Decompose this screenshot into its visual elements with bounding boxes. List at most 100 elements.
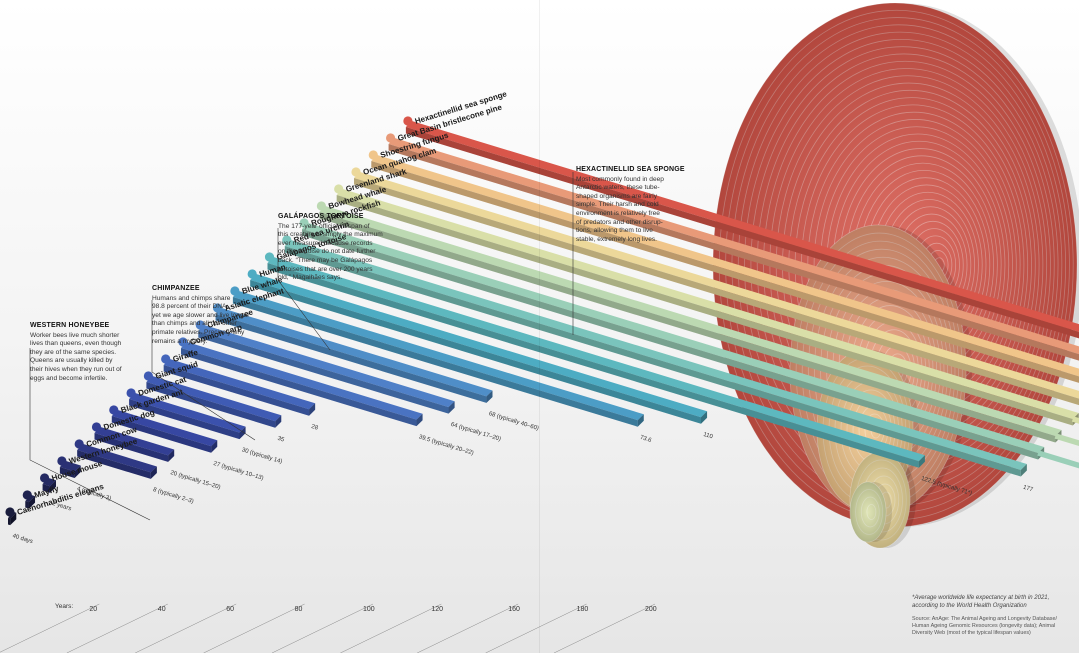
bar: [94, 427, 175, 462]
bar-end: [701, 411, 708, 424]
x-tick-label: 100: [363, 606, 375, 613]
bar-front: [94, 433, 169, 462]
bar-top: [146, 376, 282, 422]
callout-honeybee-line: eggs and become infertile.: [30, 374, 108, 382]
bar-end: [10, 512, 17, 526]
callout-honeybee: WESTERN HONEYBEE Worker bees live much s…: [30, 322, 150, 383]
bar-front: [146, 382, 276, 428]
callout-honeybee-line: lives than queens, even though: [30, 340, 122, 348]
callout-sponge-line: environment is relatively free: [576, 209, 660, 217]
callout-honeybee-line: they are of the same species.: [30, 348, 117, 356]
value-label: 110: [702, 432, 714, 441]
callout-chimpanzee-title: CHIMPANZEE: [152, 285, 200, 292]
bar: [284, 240, 1027, 477]
callout-sponge-line: of predators and other disrup-: [576, 218, 663, 226]
bar-end-shade: [1020, 464, 1027, 477]
bar-front: [232, 297, 638, 427]
x-tick-label: 20: [89, 606, 97, 613]
bar-front-shade: [354, 178, 1079, 406]
bar: [354, 172, 1079, 406]
bar: [336, 189, 1079, 426]
bar-top: [267, 257, 925, 462]
bar-top: [336, 189, 1079, 419]
callout-tortoise-line: on the tortoise do not date further: [278, 248, 376, 256]
x-tick-label: 200: [645, 606, 657, 613]
x-grid-line: [203, 603, 305, 653]
bar-top: [198, 325, 455, 408]
bar-front-shade: [284, 246, 1021, 477]
category-dot: [368, 150, 378, 160]
callout-tortoise-line: The 177-year official lifespan of: [278, 222, 370, 230]
bar: [232, 291, 644, 427]
bar-front-shade: [198, 331, 449, 414]
bar-front-shade: [25, 501, 29, 509]
callout-sponge-line: shaped organisms are fairly: [576, 192, 657, 200]
callout-tortoise-line: ever measured because records: [278, 239, 373, 247]
bar-front: [198, 331, 449, 414]
bar-front: [354, 178, 1079, 406]
bar: [250, 274, 708, 424]
bar-front-shade: [181, 348, 417, 427]
callout-sponge-title: HEXACTINELLID SEA SPONGE: [576, 166, 685, 173]
bar-front-shade: [336, 195, 1073, 426]
callout-chimpanzee-line: Humans and chimps share: [152, 294, 231, 302]
disc-shade: [850, 482, 886, 542]
bar-front: [336, 195, 1073, 426]
bar: [267, 257, 925, 468]
bar-top: [354, 172, 1079, 399]
bar-front-shade: [250, 280, 701, 424]
bar-front: [42, 484, 50, 493]
bar-end-shade: [701, 411, 708, 424]
category-dot: [351, 167, 361, 177]
bar-end-shade: [416, 413, 423, 427]
bar-front: [25, 501, 29, 509]
bar-front-shade: [215, 314, 487, 403]
bar-end: [28, 496, 36, 509]
category-dot: [126, 388, 136, 398]
bar-front-shade: [319, 212, 1056, 443]
bar-top: [163, 359, 316, 410]
bar-front: [250, 280, 701, 424]
bar-end-shade: [637, 414, 644, 427]
bar: [388, 138, 1079, 361]
callout-tortoise-line: old,” Magalhães says.: [278, 274, 343, 282]
bar-top: [405, 121, 1079, 332]
x-grid-line: [485, 603, 587, 653]
bar-front-shade: [302, 229, 1039, 460]
bar-end-shade: [918, 455, 925, 468]
callout-honeybee-title: WESTERN HONEYBEE: [30, 322, 110, 329]
x-grid-line: [66, 603, 168, 653]
category-dot: [91, 422, 102, 432]
bar-front: [129, 399, 240, 440]
callout-honeybee-line: their hives when they run out of: [30, 365, 122, 373]
bar: [215, 308, 493, 403]
value-label: 8 (typically 2–3): [152, 487, 194, 505]
bar-end: [309, 403, 316, 416]
category-dot: [22, 490, 32, 500]
category-dot: [195, 320, 205, 330]
bar-top: [77, 444, 157, 473]
bar-end: [168, 449, 175, 462]
callout-sea-sponge: HEXACTINELLID SEA SPONGE Most commonly f…: [576, 166, 696, 244]
x-axis: Years: 20 40 60 80 100 120 160 180 200: [0, 603, 657, 653]
bar-front: [302, 229, 1039, 460]
callout-honeybee-line: Worker bees live much shorter: [30, 331, 120, 339]
value-label: 177: [1022, 485, 1034, 494]
callout-leader: [277, 228, 331, 351]
bar-top: [284, 240, 1027, 470]
callout-galapagos-tortoise: GALÁPAGOS TORTOISE The 177-year official…: [278, 213, 408, 283]
category-dot: [109, 405, 119, 415]
bar-front-shade: [267, 263, 919, 468]
bar-end: [918, 455, 925, 468]
category-dot: [178, 337, 188, 347]
bar-front: [111, 416, 212, 453]
x-grid-line: [271, 603, 374, 653]
bar-top: [250, 274, 708, 418]
x-axis-title: Years:: [55, 603, 73, 610]
bar-front: [319, 212, 1056, 443]
ring-disc: [849, 481, 892, 543]
bar-end: [49, 480, 57, 493]
bar-end-shade: [448, 401, 455, 414]
bar-top: [388, 138, 1079, 355]
x-tick-label: 160: [508, 606, 520, 613]
